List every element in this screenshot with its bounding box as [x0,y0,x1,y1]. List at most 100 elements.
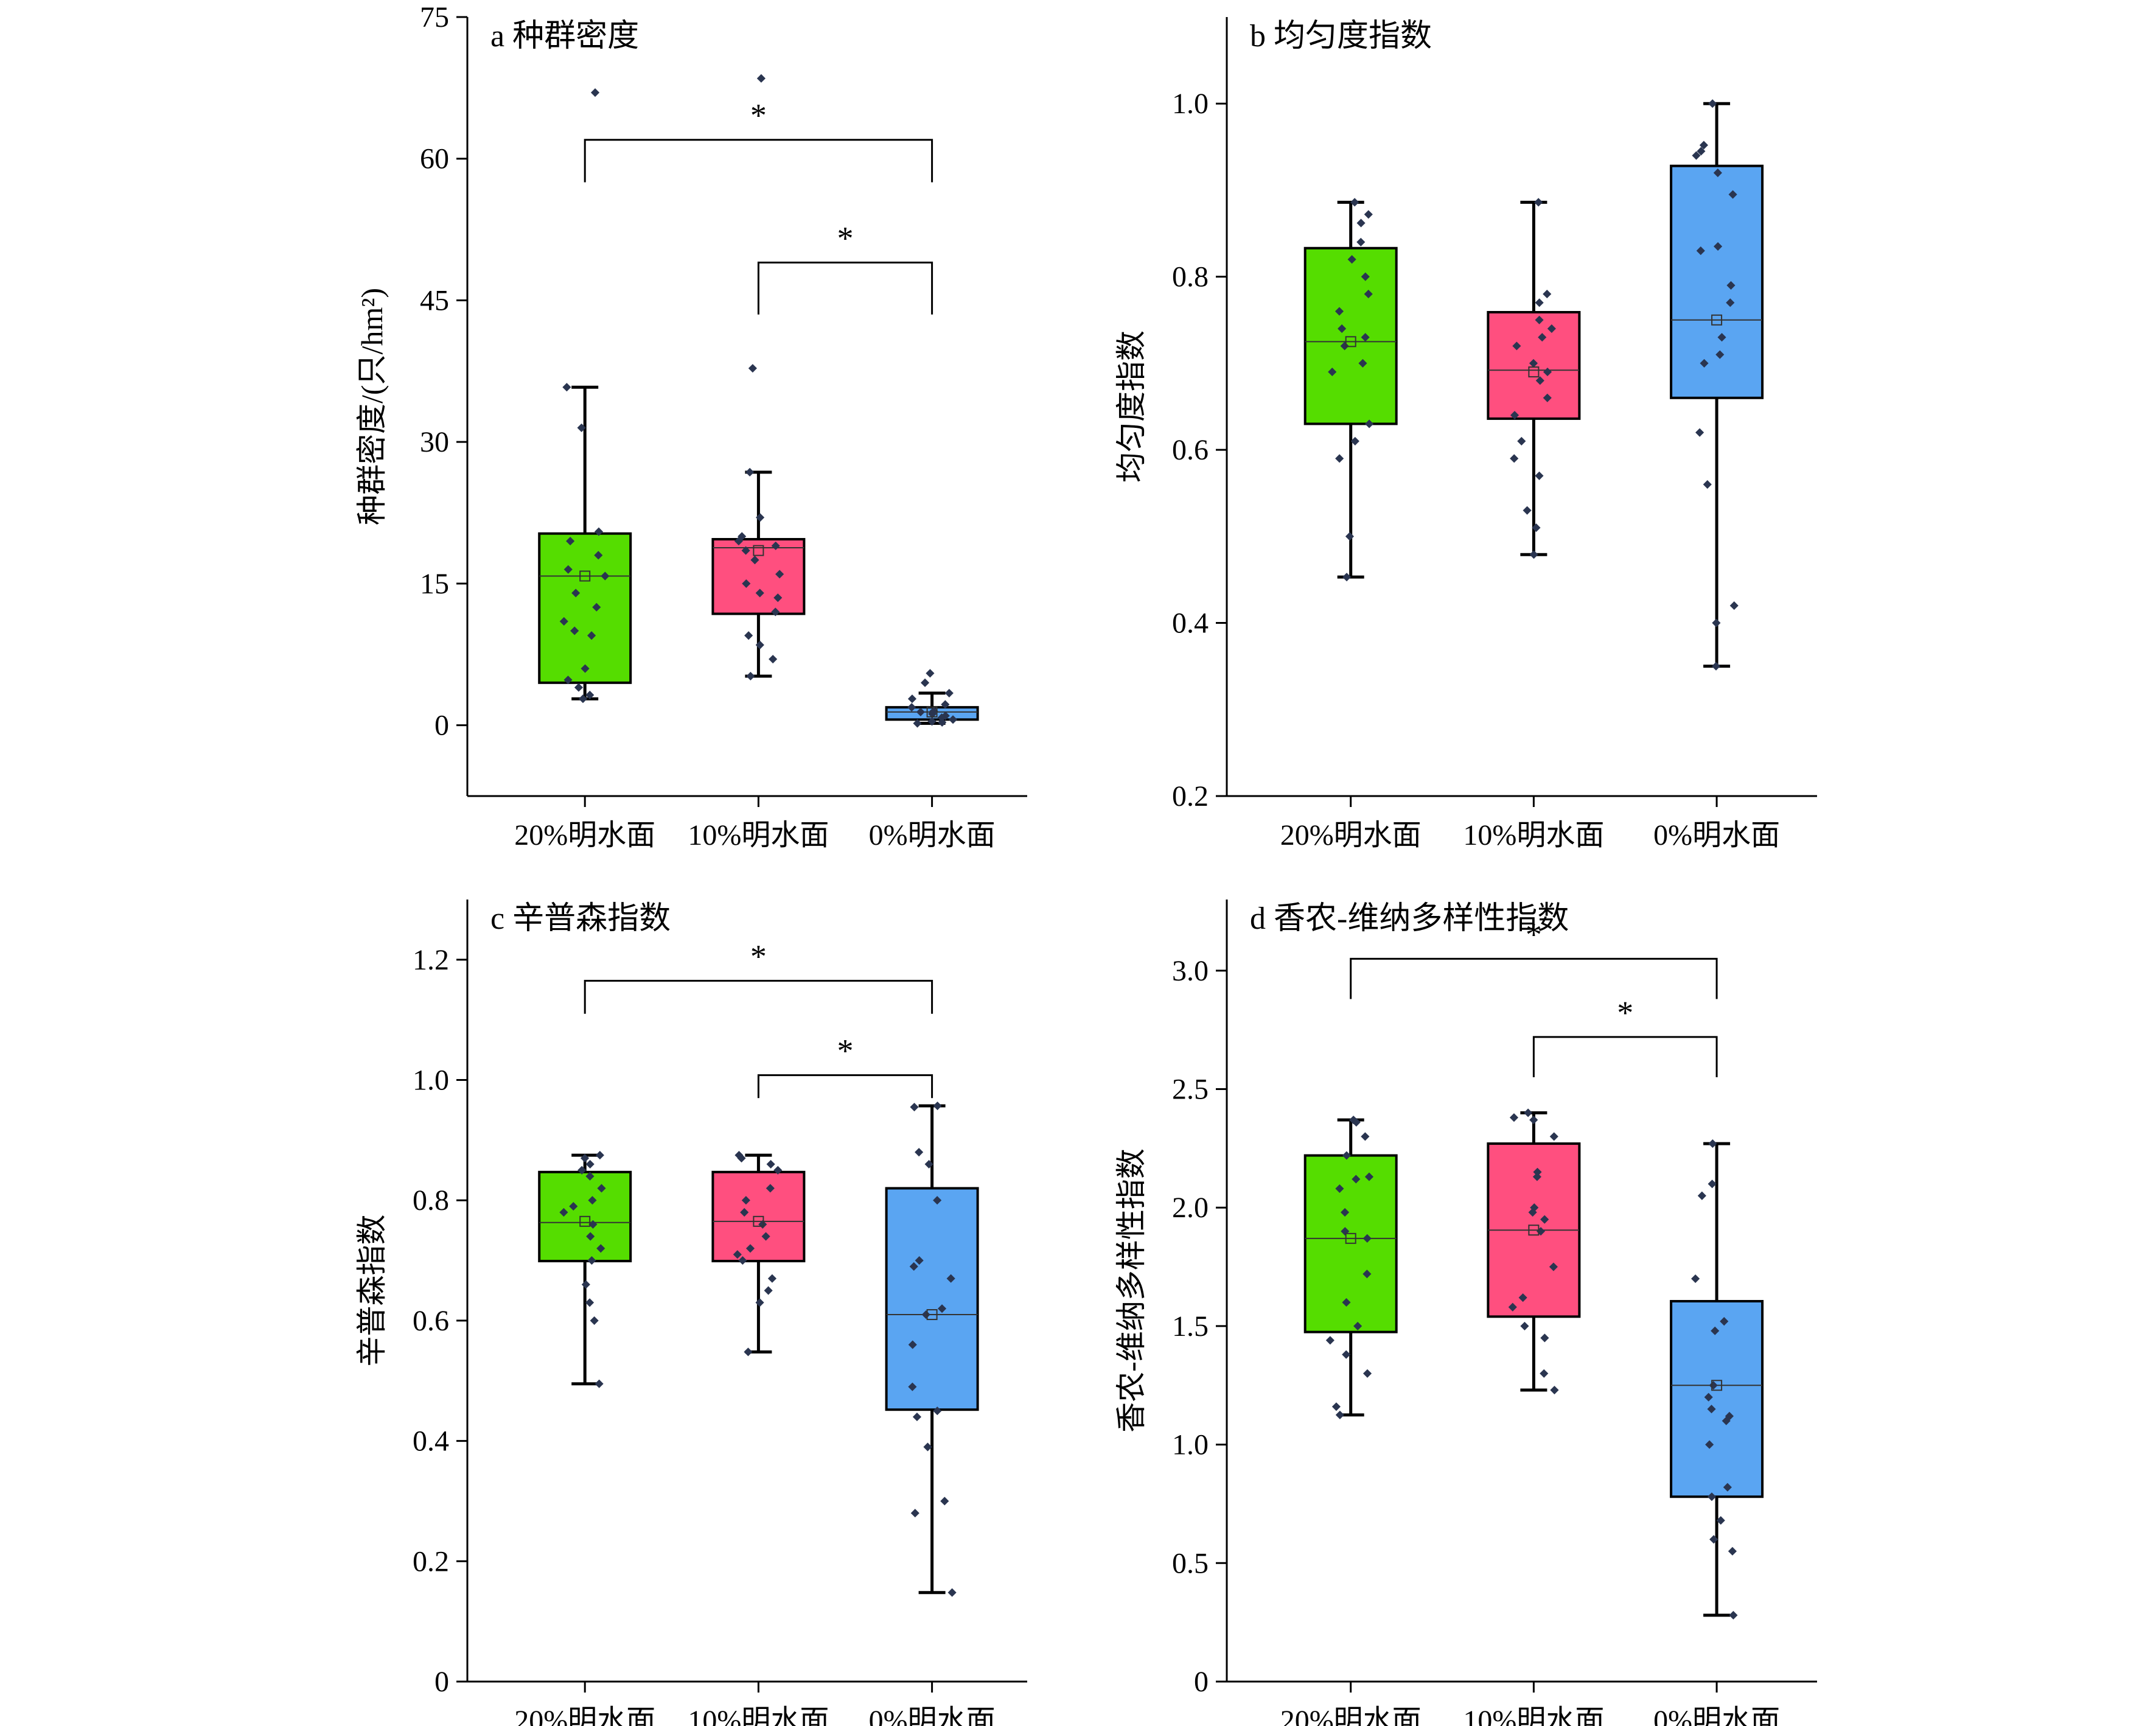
box-1 [711,74,806,681]
mean-marker [1345,1232,1356,1244]
significance-bracket [584,139,933,183]
data-point [1697,1191,1706,1200]
mean-marker [926,706,938,718]
data-point [767,1274,777,1283]
data-point [1509,1113,1519,1122]
y-tick-label: 1.2 [413,944,449,976]
y-axis-title: 均匀度指数 [1114,330,1148,483]
significance-star: * [1617,994,1633,1031]
data-point [587,631,596,640]
data-point [744,631,753,640]
data-point [756,74,766,83]
data-point [577,423,586,432]
data-point [1335,454,1344,463]
y-tick-label: 0 [434,1666,449,1698]
panel-title: c 辛普森指数 [490,901,671,936]
significance-bracket [1532,1036,1718,1078]
mean-marker [1711,314,1723,326]
data-point [563,565,573,574]
x-tick-label: 10%明水面 [1463,1705,1604,1726]
y-tick-label: 75 [420,1,449,33]
box-body [538,532,632,684]
panel-c: 0 0.2 0.4 0.6 0.8 1.0 1.2 20%明水面 10%明水面 0%明水面 辛普森指… [355,900,1027,1726]
data-point [756,513,765,522]
data-point [574,683,584,692]
data-point [590,1316,599,1325]
box-2 [1670,1139,1764,1620]
data-point [1520,1321,1529,1330]
data-point [775,570,784,579]
data-point [585,1298,595,1307]
data-point [745,467,755,477]
data-point [594,551,603,560]
data-point [566,537,575,546]
data-point [948,715,958,724]
data-point [571,589,581,598]
data-point [766,1159,775,1169]
box-0 [1303,1116,1398,1420]
data-point [569,1202,578,1211]
data-point [750,556,759,565]
data-point [766,1184,775,1193]
data-point [1540,1333,1549,1343]
data-point [1703,480,1712,489]
mean-marker [753,545,764,556]
box-body [711,537,806,615]
box-body [1670,1300,1764,1498]
data-point [916,707,925,716]
data-point [933,1101,942,1111]
data-point [737,1153,746,1163]
y-tick-label: 0.4 [413,1425,449,1458]
x-tick-label: 0%明水面 [869,819,996,851]
data-point [773,1165,783,1175]
data-point [920,678,930,687]
significance-star: * [837,220,854,256]
data-point [1362,1369,1372,1378]
box-1 [711,1151,806,1357]
mean-marker [579,570,591,582]
y-tick-label: 0.6 [413,1305,449,1337]
data-point [910,1509,919,1518]
data-point [927,717,937,726]
data-point [1728,1546,1737,1556]
significance-bracket [757,261,933,315]
x-tick-label: 10%明水面 [1463,819,1604,851]
y-tick-label: 0.8 [413,1184,449,1217]
data-point [755,640,764,649]
data-point [764,1286,773,1295]
data-point [1695,428,1704,437]
y-tick-label: 15 [420,568,449,600]
data-point [769,654,778,664]
y-tick-label: 1.0 [413,1064,449,1097]
y-tick-label: 30 [420,426,449,458]
significance-star: * [1526,916,1542,952]
data-point [585,1159,595,1169]
data-point [1325,1336,1334,1345]
mean-marker [1528,366,1540,378]
data-point [1534,198,1543,207]
data-point [938,718,947,727]
significance-star: * [750,938,767,974]
data-point [1729,1610,1738,1620]
data-point [933,1196,942,1205]
data-point [1331,1402,1341,1411]
data-point [773,593,783,603]
data-point [761,1232,770,1241]
data-point [755,1298,764,1307]
data-point [1364,210,1373,219]
significance-star: * [837,1033,854,1069]
data-point [1345,532,1355,541]
y-tick-label: 1.0 [1172,1429,1209,1461]
data-point [601,571,610,581]
data-point [940,1497,949,1506]
data-point [581,1280,590,1289]
data-point [1529,1116,1538,1125]
data-point [1729,601,1739,610]
y-tick-label: 0 [434,710,449,742]
data-point [559,617,568,626]
panel-a: 0 15 30 45 60 75 20%明水面 10%明水面 0%明水面 种群密度/(只/hm²)… [355,1,1027,851]
y-tick-label: 0.2 [1172,780,1209,812]
mean-marker [579,1215,591,1227]
data-point [741,546,750,555]
